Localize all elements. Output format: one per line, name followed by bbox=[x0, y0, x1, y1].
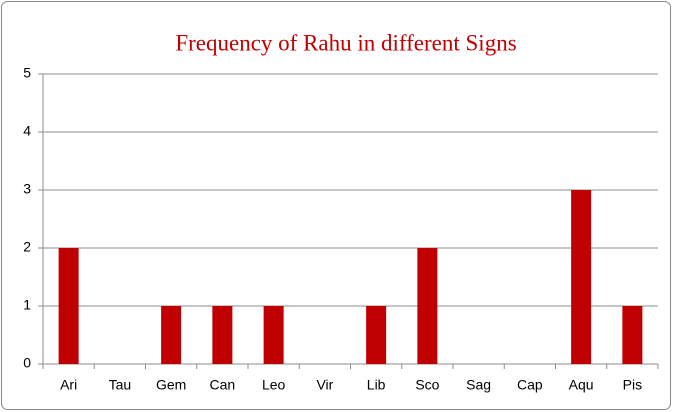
x-tick-label: Can bbox=[210, 377, 236, 393]
y-tick-label: 1 bbox=[23, 297, 31, 313]
x-tick-label: Sco bbox=[415, 377, 439, 393]
bar bbox=[161, 306, 182, 364]
bar bbox=[263, 306, 284, 364]
y-tick-label: 0 bbox=[23, 355, 31, 371]
y-tick-label: 5 bbox=[23, 65, 31, 81]
y-tick-label: 2 bbox=[23, 239, 31, 255]
y-tick-label: 4 bbox=[23, 123, 31, 139]
x-tick-label: Cap bbox=[517, 377, 543, 393]
bar bbox=[58, 248, 79, 364]
x-tick-label: Sag bbox=[466, 377, 491, 393]
bar bbox=[622, 306, 643, 364]
bar bbox=[366, 306, 387, 364]
bar bbox=[212, 306, 233, 364]
x-tick-label: Lib bbox=[367, 377, 386, 393]
x-tick-label: Tau bbox=[109, 377, 132, 393]
x-tick-label: Leo bbox=[262, 377, 286, 393]
bar bbox=[571, 190, 592, 364]
x-tick-label: Ari bbox=[60, 377, 77, 393]
x-tick-label: Vir bbox=[316, 377, 333, 393]
bar bbox=[417, 248, 438, 364]
x-tick-label: Gem bbox=[156, 377, 186, 393]
chart-title: Frequency of Rahu in different Signs bbox=[175, 30, 516, 55]
x-tick-label: Pis bbox=[623, 377, 642, 393]
x-tick-label: Aqu bbox=[569, 377, 594, 393]
y-tick-label: 3 bbox=[23, 181, 31, 197]
